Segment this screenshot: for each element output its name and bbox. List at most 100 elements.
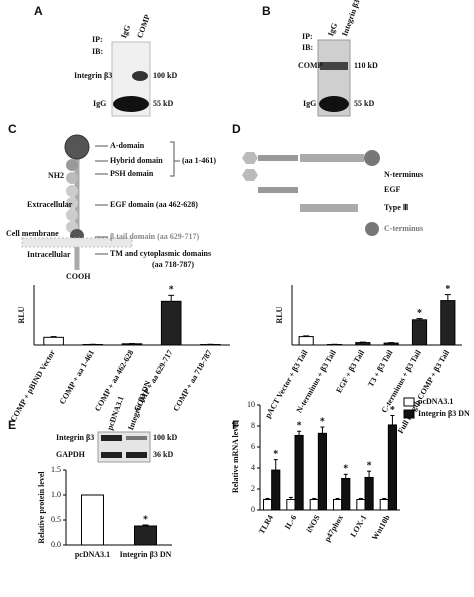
bar <box>81 494 104 546</box>
blot-band <box>320 62 348 70</box>
legend-label: pcDNA3.1 <box>418 397 453 406</box>
blot-band <box>132 71 148 81</box>
bar <box>333 499 343 511</box>
y-tick-label: 4 <box>251 463 255 472</box>
y-axis-label: Relative protein level <box>37 471 46 544</box>
bar <box>355 342 371 346</box>
band-label: COMP <box>298 61 323 70</box>
x-tick-label: iNOS <box>305 513 322 534</box>
x-tick-label: COMP + aa 629-717 <box>132 348 174 412</box>
y-tick-label: 1.5 <box>51 465 61 474</box>
domain-label: Hybrid domain <box>110 156 163 165</box>
blot-band <box>126 452 147 458</box>
x-tick-label: EGF + β3 Tail <box>334 348 366 395</box>
x-tick-label: TLR4 <box>257 513 275 535</box>
band-label: Integrin β3 <box>74 71 112 80</box>
y-tick-label: 2 <box>251 484 255 493</box>
lane-label: IgG <box>326 22 339 38</box>
x-tick-label: T3 + β3 Tail <box>366 348 395 389</box>
y-tick-label: 6 <box>251 442 255 451</box>
size-label: 55 kD <box>153 99 173 108</box>
legend-swatch <box>403 397 415 407</box>
bar <box>294 434 304 511</box>
range-label: (aa 718-787) <box>152 260 194 269</box>
significance-mark: * <box>445 284 450 295</box>
range-label: (aa 1-461) <box>182 156 216 165</box>
panel-label: E <box>8 418 16 432</box>
blot-band <box>101 452 122 458</box>
bar <box>160 300 182 346</box>
x-tick-label: COMP + aa 1-461 <box>58 348 96 406</box>
bar <box>356 499 366 511</box>
region-label: Intracellular <box>27 250 71 259</box>
size-label: 100 kD <box>153 71 177 80</box>
bar <box>286 499 296 511</box>
panel-label: C <box>8 122 17 136</box>
bar <box>383 342 399 346</box>
legend-label: N-terminus <box>384 170 423 179</box>
panel-label: A <box>34 4 43 18</box>
bar <box>387 424 398 511</box>
blot-band <box>126 436 147 440</box>
size-label: 110 kD <box>354 61 378 70</box>
domain-label: TM and cytoplasmic domains <box>110 249 211 258</box>
integrin-diagram <box>21 134 180 270</box>
significance-mark: * <box>169 285 174 296</box>
size-label: 55 kD <box>354 99 374 108</box>
x-tick-label: IL-6 <box>283 513 298 531</box>
blot-band <box>113 96 149 112</box>
bar <box>134 525 157 546</box>
bar <box>43 336 64 346</box>
terminus-label: COOH <box>66 272 91 281</box>
significance-mark: * <box>390 405 395 416</box>
terminus-label: NH2 <box>48 171 64 180</box>
ib-label: IB: <box>92 47 103 56</box>
band-label: IgG <box>93 99 106 108</box>
y-axis-label: RLU <box>17 306 26 323</box>
significance-mark: * <box>297 421 302 432</box>
x-tick-label: LOX-1 <box>349 513 369 538</box>
legend-swatch <box>403 409 415 419</box>
blot-band <box>101 435 122 441</box>
bar <box>379 499 389 511</box>
panel-label: F <box>232 418 239 432</box>
x-tick-label: Full length COMP + β3 Tail <box>396 348 452 435</box>
x-tick-label: p47phox <box>323 513 345 543</box>
band-label: IgG <box>303 99 316 108</box>
lane-label: IgG <box>119 24 132 40</box>
domain-label: β tail domain (aa 629-717) <box>110 232 199 241</box>
lane-label: pcDNA3.1 <box>105 395 126 431</box>
y-tick-label: 0 <box>251 505 255 514</box>
region-label: Extracellular <box>27 200 73 209</box>
x-tick-label: Integrin β3 DN <box>120 550 172 559</box>
y-tick-label: 0.5 <box>51 515 61 524</box>
significance-mark: * <box>143 514 148 525</box>
bar <box>341 478 351 511</box>
bar <box>309 499 319 511</box>
bar <box>271 469 281 511</box>
x-tick-label: COMP + pBIND Vector <box>9 348 58 423</box>
ib-label: IB: <box>302 43 313 52</box>
bar <box>317 432 328 511</box>
blot-band <box>319 96 349 112</box>
x-tick-label: Wnt10b <box>370 513 392 542</box>
band-label: GAPDH <box>56 450 86 459</box>
y-tick-label: 10 <box>247 400 255 409</box>
bar <box>298 336 314 346</box>
bar <box>411 319 428 346</box>
panel-label: D <box>232 122 241 136</box>
significance-mark: * <box>417 308 422 319</box>
panel-label: B <box>262 4 271 18</box>
domain-label: A-domain <box>110 141 145 150</box>
domain-label: EGF domain (aa 462-628) <box>110 200 198 209</box>
bar <box>263 499 273 511</box>
comp-diagram <box>242 150 380 236</box>
legend-label: EGF <box>384 185 401 194</box>
y-axis-label: RLU <box>275 306 284 323</box>
size-label: 36 kD <box>153 450 173 459</box>
y-tick-label: 1.0 <box>51 490 61 499</box>
ip-label: IP: <box>302 32 313 41</box>
band-label: Integrin β3 <box>56 433 94 442</box>
ip-label: IP: <box>92 35 103 44</box>
